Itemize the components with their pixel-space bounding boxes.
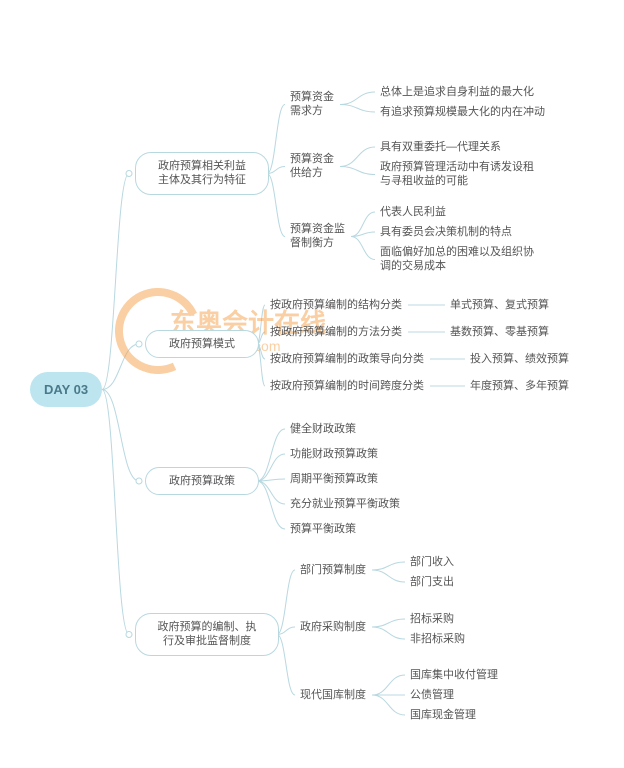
level4-node: 基数预算、零基预算	[450, 325, 549, 339]
level3-node: 按政府预算编制的结构分类	[270, 298, 402, 312]
level4-node: 非招标采购	[410, 632, 465, 646]
level3-node: 部门预算制度	[300, 563, 366, 577]
level4-node: 有追求预算规模最大化的内在冲动	[380, 105, 545, 119]
level3-node: 预算资金供给方	[290, 152, 334, 181]
level4-node: 单式预算、复式预算	[450, 298, 549, 312]
level4-node: 总体上是追求自身利益的最大化	[380, 85, 534, 99]
level4-node: 部门支出	[410, 575, 454, 589]
level3-node: 按政府预算编制的方法分类	[270, 325, 402, 339]
level2-node: 政府预算的编制、执行及审批监督制度	[135, 613, 279, 656]
level4-node: 具有双重委托—代理关系	[380, 140, 501, 154]
root-node: DAY 03	[30, 372, 102, 407]
level2-node: 政府预算模式	[145, 330, 259, 358]
level4-node: 具有委员会决策机制的特点	[380, 225, 512, 239]
level2-node: 政府预算相关利益主体及其行为特征	[135, 152, 269, 195]
level3-node: 按政府预算编制的时间跨度分类	[270, 379, 424, 393]
level3-node: 充分就业预算平衡政策	[290, 497, 400, 511]
level2-node: 政府预算政策	[145, 467, 259, 495]
level4-node: 投入预算、绩效预算	[470, 352, 569, 366]
level3-node: 预算资金需求方	[290, 90, 334, 119]
level4-node: 部门收入	[410, 555, 454, 569]
level4-node: 代表人民利益	[380, 205, 446, 219]
level4-node: 面临偏好加总的困难以及组织协调的交易成本	[380, 245, 534, 274]
level3-node: 政府采购制度	[300, 620, 366, 634]
level3-node: 功能财政预算政策	[290, 447, 378, 461]
level4-node: 国库现金管理	[410, 708, 476, 722]
level3-node: 周期平衡预算政策	[290, 472, 378, 486]
level3-node: 健全财政政策	[290, 422, 356, 436]
level4-node: 招标采购	[410, 612, 454, 626]
level4-node: 政府预算管理活动中有诱发设租与寻租收益的可能	[380, 160, 534, 189]
level3-node: 按政府预算编制的政策导向分类	[270, 352, 424, 366]
level4-node: 国库集中收付管理	[410, 668, 498, 682]
level3-node: 预算资金监督制衡方	[290, 222, 345, 251]
level3-node: 现代国库制度	[300, 688, 366, 702]
level4-node: 公债管理	[410, 688, 454, 702]
level3-node: 预算平衡政策	[290, 522, 356, 536]
level4-node: 年度预算、多年预算	[470, 379, 569, 393]
